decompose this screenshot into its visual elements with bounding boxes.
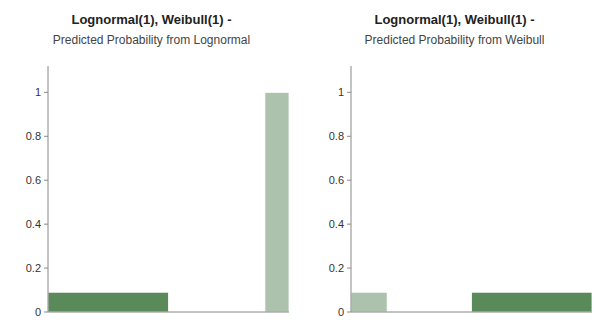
title: Lognormal(1), Weibull(1) -	[71, 12, 231, 27]
y-tick	[44, 136, 48, 137]
chart-root: Lognormal(1), Weibull(1) - Predicted Prob…	[0, 0, 606, 330]
y-tick-label: 0.8	[329, 130, 344, 142]
bar	[265, 92, 289, 312]
y-tick-label: 1	[338, 86, 344, 98]
y-tick	[347, 180, 351, 181]
y-axis	[48, 66, 49, 312]
y-tick	[44, 312, 48, 313]
bar	[48, 292, 169, 312]
y-tick-label: 0.4	[26, 218, 41, 230]
panel: Lognormal(1), Weibull(1) - Predicted Prob…	[26, 12, 289, 318]
x-axis	[48, 312, 289, 313]
y-tick-label: 0.6	[329, 174, 344, 186]
bar	[472, 292, 593, 312]
y-tick	[44, 92, 48, 93]
y-tick-label: 0	[338, 306, 344, 318]
y-tick-label: 0.6	[26, 174, 41, 186]
y-tick	[347, 312, 351, 313]
y-tick	[347, 224, 351, 225]
y-tick	[347, 92, 351, 93]
y-tick	[44, 268, 48, 269]
x-axis	[351, 312, 592, 313]
y-tick-label: 0.2	[26, 262, 41, 274]
y-tick	[44, 224, 48, 225]
bars	[351, 292, 592, 312]
y-tick	[347, 268, 351, 269]
bars	[48, 92, 289, 312]
panel: Lognormal(1), Weibull(1) - Predicted Prob…	[329, 12, 592, 318]
y-tick-label: 1	[35, 86, 41, 98]
y-tick-label: 0.8	[26, 130, 41, 142]
y-tick	[44, 180, 48, 181]
y-axis	[351, 66, 352, 312]
subtitle: Predicted Probability from Weibull	[365, 33, 545, 47]
subtitle: Predicted Probability from Lognormal	[53, 33, 250, 47]
bar	[351, 292, 387, 312]
y-tick	[347, 136, 351, 137]
title: Lognormal(1), Weibull(1) -	[374, 12, 534, 27]
y-tick-label: 0	[35, 306, 41, 318]
y-tick-label: 0.2	[329, 262, 344, 274]
y-tick-label: 0.4	[329, 218, 344, 230]
